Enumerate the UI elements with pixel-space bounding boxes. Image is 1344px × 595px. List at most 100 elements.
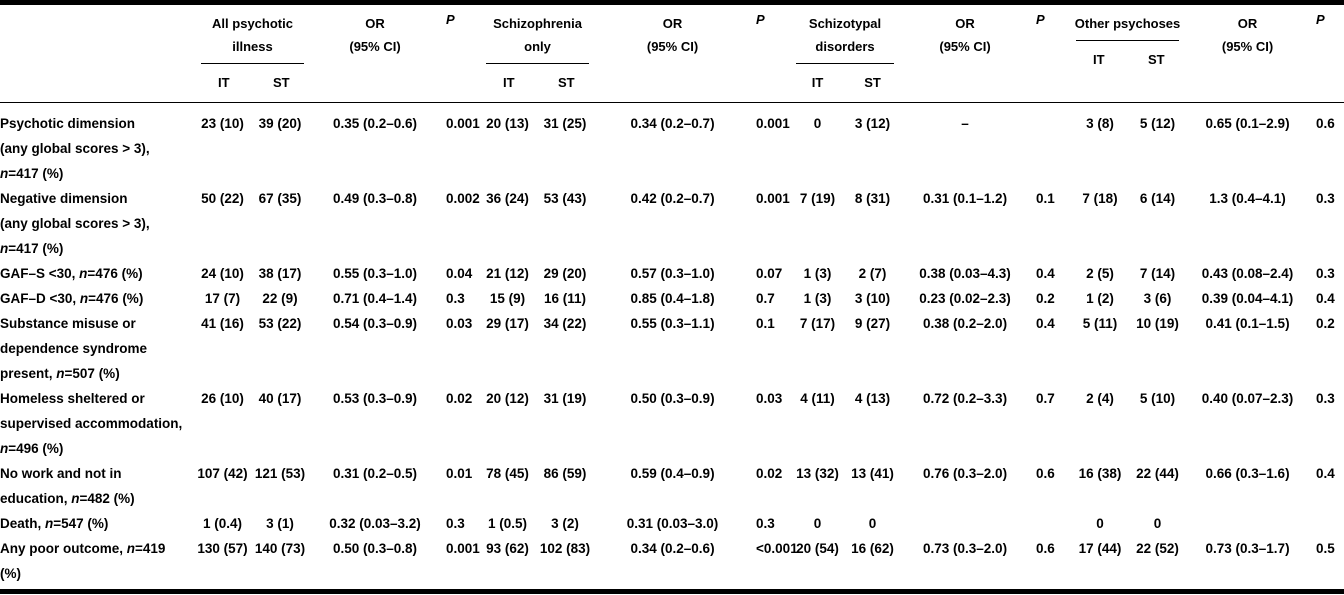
cell-p: 0.03 [756,391,783,406]
cell-it: 93 (62) [486,541,529,556]
table-body: Psychotic dimension (any global scores > … [0,103,1344,592]
cell-st: 53 (43) [543,191,587,206]
cell-p: 0.001 [446,116,480,131]
cell-p: 0.02 [446,391,473,406]
col-group-all-psychotic-illness: All psychotic illness IT ST [195,2,311,103]
cell-or: 0.85 (0.4–1.8) [630,291,715,306]
cell-st: 0 [1153,516,1162,531]
cell-it: 21 (12) [486,266,529,281]
cell-or: 0.53 (0.3–0.9) [332,391,418,406]
cell-or: 0.50 (0.3–0.8) [332,541,418,556]
cell-it: 17 (7) [204,291,241,306]
cell-p: 0.3 [446,516,465,531]
table-row-no-work: No work and not in education, n=482 (%) 1… [0,461,1344,511]
cell-it: 36 (24) [486,191,529,206]
cell-or: 0.32 (0.03–3.2) [329,516,421,531]
cell-it: 41 (16) [201,316,244,331]
cell-or: 0.34 (0.2–0.7) [630,116,715,131]
cell-or [900,511,1030,536]
cell-p: 0.02 [756,466,783,481]
cell-st: 29 (20) [543,266,587,281]
cell-st: 5 (12) [1139,116,1176,131]
cell-or: 0.23 (0.02–2.3) [919,291,1011,306]
cell-or: 0.57 (0.3–1.0) [630,266,715,281]
cell-or: 0.31 (0.03–3.0) [626,516,719,531]
col-or-schizophrenia: OR (95% CI) [595,2,751,103]
cell-it: 107 (42) [197,466,248,481]
cell-p: 0.002 [446,191,480,206]
col-p-schizophrenia: P [750,2,791,103]
cell-it: 0 [813,116,822,131]
row-label: GAF–S <30, n=476 (%) [0,266,143,281]
cell-or: 0.31 (0.2–0.5) [332,466,418,481]
cell-st: 3 (1) [266,516,294,531]
col-p-schizotypal: P [1030,2,1071,103]
subheader-row: IT ST [790,73,900,93]
cell-it: 1 (3) [803,291,832,306]
cell-st: 3 (2) [551,516,579,531]
table-row-gaf-s: GAF–S <30, n=476 (%) 24 (10) 38 (17) 0.5… [0,261,1344,286]
table-row-homeless: Homeless sheltered or supervised accommod… [0,386,1344,461]
cell-st: 2 (7) [858,266,887,281]
cell-st: 38 (17) [258,266,302,281]
cell-st: 3 (6) [1143,291,1172,306]
group-name: Other psychoses [1074,16,1181,31]
cell-st: 22 (9) [262,291,298,306]
cell-or: 0.76 (0.3–2.0) [923,466,1008,481]
cell-st: 53 (22) [258,316,302,331]
cell-or: 0.34 (0.2–0.6) [630,541,715,556]
col-group-schizotypal-disorders: Schizotypal disorders IT ST [790,2,901,103]
cell-st: 31 (25) [543,116,587,131]
cell-st: 16 (11) [544,291,587,306]
cell-or: 0.38 (0.03–4.3) [919,266,1011,281]
subcol-it: IT [811,75,824,90]
cell-it: 3 (8) [1086,116,1114,131]
spanner-rule [796,63,895,64]
cell-p: 0.3 [756,516,775,531]
cell-it: 16 (38) [1078,466,1122,481]
cell-or: 0.71 (0.4–1.4) [332,291,418,306]
cell-st: 9 (27) [854,316,891,331]
cell-it: 2 (4) [1086,391,1114,406]
cell-st: 22 (44) [1136,466,1179,481]
cell-or: 0.50 (0.3–0.9) [630,391,715,406]
cell-st: 40 (17) [258,391,302,406]
cell-p: 0.3 [1316,266,1335,281]
spanner-rule [201,63,305,64]
cell-or: 0.39 (0.04–4.1) [1201,291,1294,306]
cell-or [1185,511,1310,536]
group-name: Schizophrenia only [493,16,582,54]
cell-it: 1 (0.5) [488,516,528,531]
cell-it: 78 (45) [486,466,529,481]
cell-p: 0.3 [446,291,465,306]
cell-it: 26 (10) [201,391,244,406]
subcol-it: IT [217,75,230,90]
table-row-gaf-d: GAF–D <30, n=476 (%) 17 (7) 22 (9) 0.71 … [0,286,1344,311]
subcol-st: ST [557,75,575,90]
cell-p: 0.03 [446,316,473,331]
cell-p: 0.001 [446,541,480,556]
cell-or: – [961,116,969,131]
cell-it: 20 (54) [796,541,839,556]
row-label: Death, n=547 (%) [0,516,109,531]
cell-p: 0.001 [756,191,790,206]
row-label: Any poor outcome, n=419 (%) [0,541,166,581]
cell-or: 0.54 (0.3–0.9) [332,316,418,331]
cell-st: 7 (14) [1139,266,1176,281]
group-name: All psychotic illness [212,16,293,54]
cell-or: 0.40 (0.07–2.3) [1201,391,1294,406]
cell-it: 1 (0.4) [202,516,243,531]
cell-st: 8 (31) [854,191,891,206]
col-p-other-psychoses: P [1310,2,1344,103]
cell-p: 0.07 [756,266,783,281]
cell-it: 7 (17) [799,316,836,331]
cell-p: <0.001 [756,541,798,556]
cell-or: 0.35 (0.2–0.6) [332,116,418,131]
col-or-other-psychoses: OR (95% CI) [1185,2,1311,103]
cell-or: 0.55 (0.3–1.0) [332,266,418,281]
cell-p: 0.6 [1316,116,1335,131]
cell-st: 10 (19) [1136,316,1179,331]
cell-p: 0.7 [1036,391,1055,406]
